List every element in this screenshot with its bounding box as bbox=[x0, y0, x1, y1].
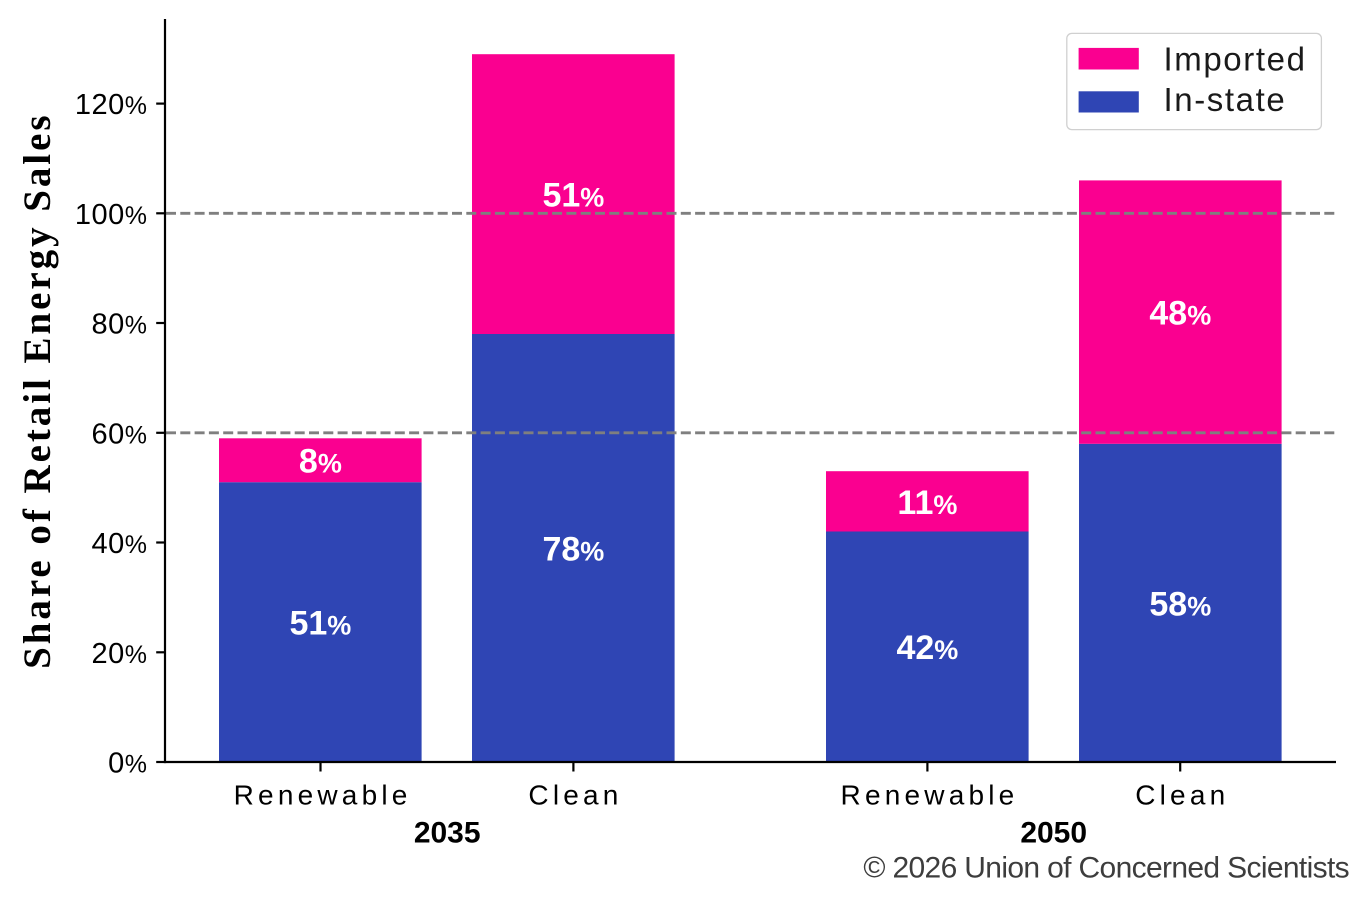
svg-text:Clean: Clean bbox=[1135, 780, 1229, 811]
svg-text:2050: 2050 bbox=[1020, 817, 1087, 850]
svg-text:2035: 2035 bbox=[414, 817, 481, 850]
svg-text:51%: 51% bbox=[542, 177, 604, 215]
svg-text:8%: 8% bbox=[299, 443, 342, 481]
svg-text:58%: 58% bbox=[1149, 585, 1211, 623]
svg-text:© 2026 Union of Concerned Scie: © 2026 Union of Concerned Scientists bbox=[863, 851, 1349, 884]
svg-text:20%: 20% bbox=[92, 638, 148, 670]
svg-text:120%: 120% bbox=[75, 89, 148, 121]
svg-text:40%: 40% bbox=[92, 528, 148, 560]
svg-text:42%: 42% bbox=[896, 629, 958, 667]
svg-text:80%: 80% bbox=[92, 309, 148, 341]
svg-text:In-state: In-state bbox=[1164, 81, 1287, 118]
svg-text:Imported: Imported bbox=[1164, 41, 1307, 78]
svg-text:78%: 78% bbox=[542, 530, 604, 568]
svg-text:48%: 48% bbox=[1149, 295, 1211, 333]
svg-text:Renewable: Renewable bbox=[234, 780, 412, 811]
svg-text:100%: 100% bbox=[75, 199, 148, 231]
svg-text:Share of Retail Energy Sales: Share of Retail Energy Sales bbox=[16, 113, 59, 669]
svg-text:Renewable: Renewable bbox=[841, 780, 1019, 811]
svg-text:0%: 0% bbox=[108, 748, 147, 780]
svg-text:Clean: Clean bbox=[528, 780, 622, 811]
svg-text:60%: 60% bbox=[92, 418, 148, 450]
svg-text:51%: 51% bbox=[289, 605, 351, 643]
svg-text:11%: 11% bbox=[897, 484, 957, 522]
